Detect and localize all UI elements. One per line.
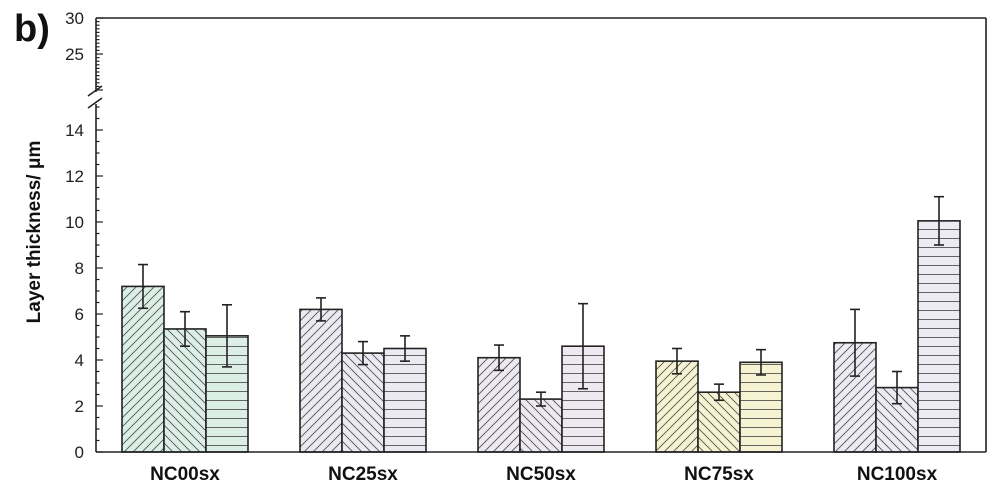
y-tick-label: 30 [65, 9, 84, 28]
x-tick-label: NC00sx [150, 464, 220, 485]
error-bars-layer [138, 195, 944, 407]
error-bar [714, 383, 724, 402]
y-ticks [96, 17, 103, 453]
bar [121, 285, 165, 453]
error-bar [358, 340, 368, 366]
bar [163, 328, 207, 453]
error-bar [536, 391, 546, 407]
y-tick-label: 10 [65, 213, 84, 232]
bar [477, 356, 521, 453]
y-tick-label: 0 [75, 443, 84, 462]
axes-layer [87, 17, 987, 453]
y-tick-label: 8 [75, 259, 84, 278]
bars-layer [121, 220, 961, 453]
x-tick-label: NC25sx [328, 464, 398, 485]
y-tick-label: 14 [65, 121, 84, 140]
error-bar [180, 310, 190, 348]
labels-layer: NC00sx NC25sx NC50sx NC75sx NC100sx 0 2 4 6 8 10 12… [65, 9, 937, 485]
y-tick-label: 4 [75, 351, 84, 370]
bar [299, 308, 343, 453]
axis-break-mark [87, 85, 103, 109]
y-tick-label: 25 [65, 45, 84, 64]
bar [383, 347, 427, 453]
bar [697, 391, 741, 453]
y-tick-label: 6 [75, 305, 84, 324]
bar [341, 352, 385, 453]
error-bar [850, 308, 860, 377]
bar [519, 398, 563, 453]
error-bar [934, 195, 944, 246]
y-axis-title: Layer thickness/ μm [24, 141, 45, 324]
error-bar [222, 303, 232, 368]
error-bar [400, 335, 410, 362]
error-bar [672, 347, 682, 375]
error-bar [578, 302, 588, 390]
error-bar [892, 370, 902, 405]
error-bar [138, 263, 148, 310]
y-tick-label: 12 [65, 167, 84, 186]
bar [739, 361, 783, 453]
error-bar [756, 348, 766, 376]
panel-label: b) [14, 8, 50, 50]
y-tick-label: 2 [75, 397, 84, 416]
bar [917, 220, 961, 453]
error-bar [494, 344, 504, 372]
x-tick-label: NC75sx [684, 464, 754, 485]
bar [655, 360, 699, 453]
x-tick-label: NC100sx [857, 464, 938, 485]
error-bar [316, 297, 326, 322]
x-tick-label: NC50sx [506, 464, 576, 485]
